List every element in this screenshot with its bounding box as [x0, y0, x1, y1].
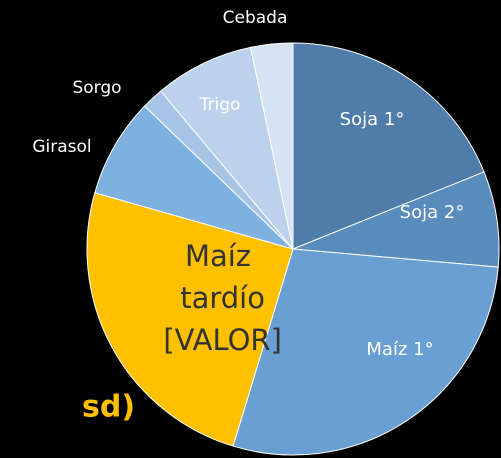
slice-label: Soja 1°	[340, 109, 405, 130]
chart-title: sd)	[82, 390, 135, 425]
slice-label: Maíz 1°	[366, 339, 433, 360]
slice-label: Girasol	[32, 137, 91, 157]
slice	[86, 192, 294, 447]
slice-label: Cebada	[223, 8, 288, 28]
slice	[94, 105, 294, 250]
slice-label: Trigo	[199, 95, 241, 115]
labels: Soja 1° Soja 2° Maíz 1° Maíz tardío [VALOR]…	[32, 8, 464, 360]
slice	[159, 46, 294, 250]
slice-label: Maíz tardío [VALOR]	[154, 239, 282, 357]
slice	[292, 171, 500, 268]
pie	[86, 42, 500, 456]
slice-label: Sorgo	[72, 78, 121, 98]
slice-label: Soja 2°	[400, 202, 465, 223]
slice	[249, 42, 294, 250]
slice	[232, 248, 499, 456]
slice	[292, 42, 485, 250]
